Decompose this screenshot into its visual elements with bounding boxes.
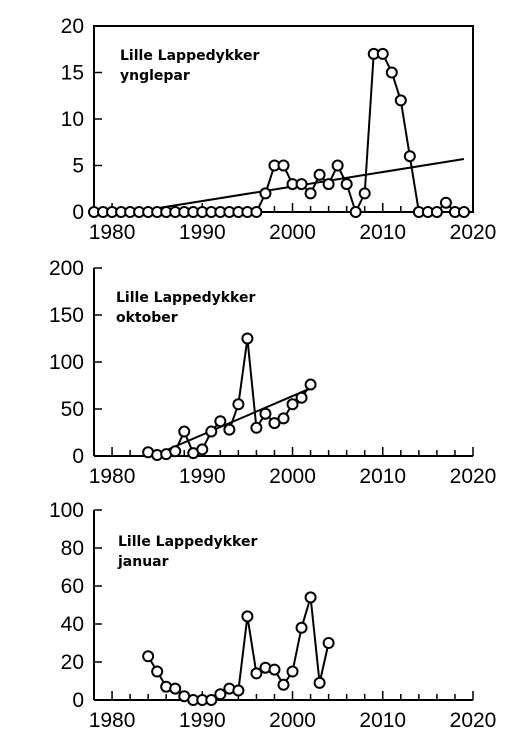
data-point	[385, 66, 398, 79]
x-tick-label: 1990	[179, 465, 226, 488]
y-tick-label: 40	[61, 613, 84, 636]
data-point	[340, 178, 353, 191]
x-tick-label: 2000	[269, 221, 316, 244]
y-tick-label: 5	[72, 155, 84, 178]
data-point	[313, 168, 326, 181]
data-point	[205, 425, 218, 438]
data-point	[322, 637, 335, 649]
series-line	[147, 338, 312, 457]
data-point	[241, 332, 254, 345]
x-tick-label: 2010	[359, 465, 406, 488]
data-point	[313, 676, 326, 689]
data-point	[241, 610, 254, 623]
data-point	[349, 206, 362, 218]
data-point	[268, 417, 281, 430]
data-point	[457, 206, 470, 218]
panel-title: Lille Lappedykker	[116, 290, 255, 306]
chart-panel-oktober: 1980 1990 2000 2010 2020 0 50 100 150 200 Lille La…	[49, 257, 496, 488]
data-point	[250, 206, 263, 218]
panel-title: Lille Lappedykker	[120, 48, 259, 64]
x-tick-label: 1990	[179, 709, 226, 732]
y-tick-label: 50	[61, 398, 84, 421]
y-tick-label: 80	[61, 537, 84, 560]
data-point	[259, 407, 272, 420]
data-point	[286, 665, 299, 678]
y-tick-label: 60	[61, 575, 84, 598]
y-tick-label: 100	[49, 351, 84, 374]
data-point	[439, 196, 452, 209]
panel-subtitle: oktober	[116, 310, 178, 326]
trend-line	[156, 387, 311, 456]
y-tick-label: 20	[61, 15, 84, 38]
data-point	[403, 150, 416, 163]
data-point	[304, 187, 317, 200]
panel-subtitle: ynglepar	[120, 68, 190, 84]
y-tick-label: 15	[61, 62, 84, 85]
data-point	[277, 678, 290, 691]
data-point	[205, 694, 218, 706]
data-point	[259, 187, 272, 200]
x-tick-label: 2020	[450, 221, 497, 244]
chart-panel-januar: 1980 1990 2000 2010 2020 0 20 40 60 80 100 Lille La…	[49, 499, 496, 732]
data-point	[268, 663, 281, 676]
chart-panel-ynglepar: 1980 1990 2000 2010 2020 0 5 10 15 20 Lille Lapped…	[61, 15, 497, 244]
y-tick-label: 100	[49, 499, 84, 522]
y-tick-label: 10	[61, 108, 84, 131]
y-tick-label: 20	[61, 651, 84, 674]
y-tick-label: 200	[49, 257, 84, 280]
x-tick-label: 2010	[359, 221, 406, 244]
x-tick-label: 2020	[450, 709, 497, 732]
data-point	[322, 178, 335, 191]
data-point	[295, 391, 308, 404]
data-point	[250, 421, 263, 434]
data-point	[169, 682, 182, 695]
y-tick-label: 0	[72, 689, 84, 712]
y-tick-label: 150	[49, 304, 84, 327]
data-point	[394, 94, 407, 107]
data-point	[178, 425, 191, 438]
data-point	[196, 443, 209, 456]
data-point	[232, 684, 245, 697]
data-point	[295, 621, 308, 634]
x-tick-label: 2000	[269, 465, 316, 488]
y-tick-label: 0	[72, 445, 84, 468]
data-point	[331, 159, 344, 172]
data-point	[277, 159, 290, 172]
data-point	[304, 378, 317, 391]
trend-line	[157, 158, 465, 210]
x-tick-label: 1980	[89, 709, 136, 732]
data-point	[286, 398, 299, 411]
data-point	[277, 412, 290, 425]
data-point	[295, 178, 308, 191]
x-tick-label: 1980	[89, 465, 136, 488]
y-tick-label: 0	[72, 201, 84, 224]
x-tick-label: 2020	[450, 465, 497, 488]
data-point	[223, 423, 236, 436]
data-point	[214, 688, 227, 701]
data-point	[142, 650, 155, 663]
panel-subtitle: januar	[117, 554, 169, 570]
x-tick-label: 2000	[269, 709, 316, 732]
x-tick-label: 2010	[359, 709, 406, 732]
panel-title: Lille Lappedykker	[118, 534, 257, 550]
data-point	[376, 47, 389, 60]
x-tick-label: 1980	[89, 221, 136, 244]
data-point	[358, 187, 371, 200]
data-point	[304, 591, 317, 604]
data-point	[250, 667, 263, 680]
data-point	[169, 445, 182, 458]
data-point	[151, 665, 164, 678]
data-point	[430, 206, 443, 218]
data-point	[232, 398, 245, 411]
data-point	[214, 415, 227, 428]
x-tick-label: 1990	[179, 221, 226, 244]
